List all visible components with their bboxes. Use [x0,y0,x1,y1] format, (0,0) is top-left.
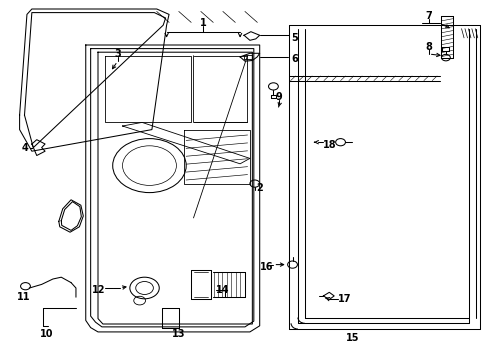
Text: 5: 5 [292,33,298,43]
Text: 15: 15 [346,333,360,343]
Text: 14: 14 [216,285,229,295]
Text: 6: 6 [292,54,298,64]
Text: 8: 8 [425,42,432,52]
Text: 1: 1 [200,18,207,28]
Text: 16: 16 [260,262,274,272]
Text: 13: 13 [172,329,186,339]
Text: 4: 4 [22,143,28,153]
Text: 11: 11 [17,292,30,302]
Text: 9: 9 [276,92,283,102]
Text: 18: 18 [323,140,337,150]
Text: 12: 12 [92,285,105,295]
Text: 7: 7 [425,11,432,21]
Text: 17: 17 [338,294,352,304]
Text: 3: 3 [114,49,121,59]
Text: 10: 10 [40,329,53,339]
Text: 2: 2 [256,183,263,193]
